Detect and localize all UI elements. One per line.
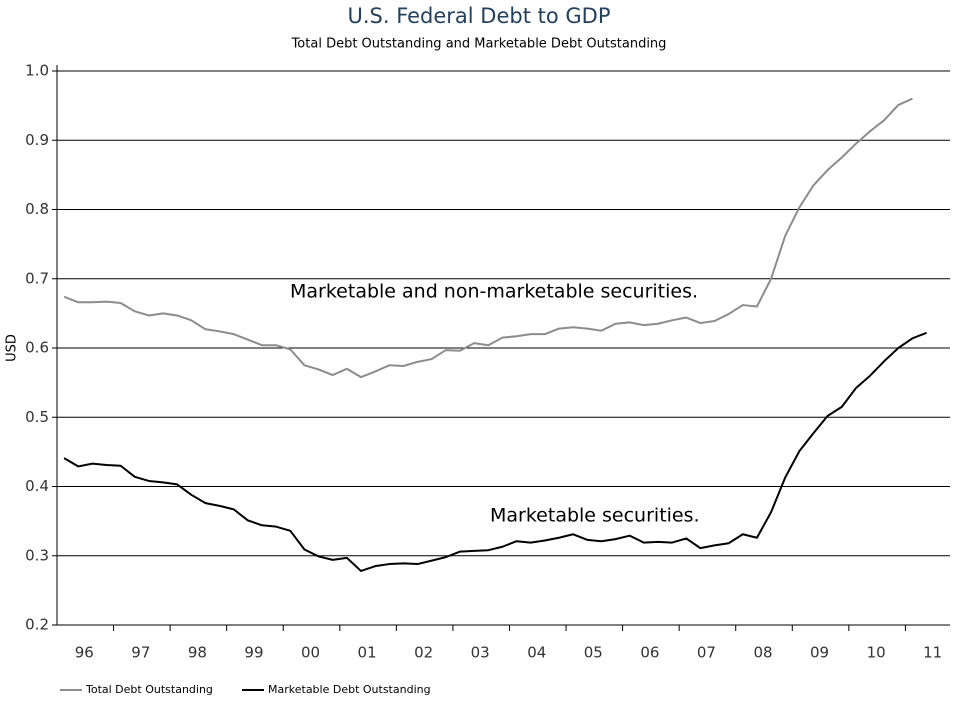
- x-tick-label: 98: [188, 644, 207, 662]
- x-tick-label: 03: [471, 644, 490, 662]
- y-tick-label: 0.2: [25, 616, 49, 634]
- legend-label: Marketable Debt Outstanding: [268, 683, 431, 696]
- y-tick-label: 0.6: [25, 339, 49, 357]
- x-tick-label: 01: [358, 644, 377, 662]
- y-tick-label: 0.5: [25, 408, 49, 426]
- x-tick-label: 10: [867, 644, 886, 662]
- series-line: [63, 331, 927, 572]
- y-tick-label: 0.3: [25, 546, 49, 564]
- x-tick-label: 09: [810, 644, 829, 662]
- series-line: [63, 97, 913, 379]
- x-tick-label: 04: [527, 644, 546, 662]
- x-tick-label: 08: [753, 644, 772, 662]
- x-tick-label: 97: [131, 644, 150, 662]
- x-tick-label: 99: [244, 644, 263, 662]
- chart-subtitle: Total Debt Outstanding and Marketable De…: [291, 37, 667, 52]
- legend-label: Total Debt Outstanding: [85, 683, 213, 696]
- y-axis-label: USD: [5, 334, 20, 362]
- x-tick-label: 00: [301, 644, 320, 662]
- chart-title: U.S. Federal Debt to GDP: [347, 4, 610, 28]
- y-tick-label: 0.8: [25, 200, 49, 218]
- x-tick-label: 07: [697, 644, 716, 662]
- y-tick-label: 1.0: [25, 62, 49, 80]
- y-tick-label: 0.9: [25, 131, 49, 149]
- annotation: Marketable and non-marketable securities…: [290, 281, 698, 303]
- x-tick-label: 05: [584, 644, 603, 662]
- x-tick-label: 06: [640, 644, 659, 662]
- y-tick-label: 0.4: [25, 477, 49, 495]
- x-tick-label: 11: [923, 644, 942, 662]
- x-tick-label: 96: [75, 644, 94, 662]
- x-tick-label: 02: [414, 644, 433, 662]
- y-tick-label: 0.7: [25, 269, 49, 287]
- annotation: Marketable securities.: [490, 505, 700, 527]
